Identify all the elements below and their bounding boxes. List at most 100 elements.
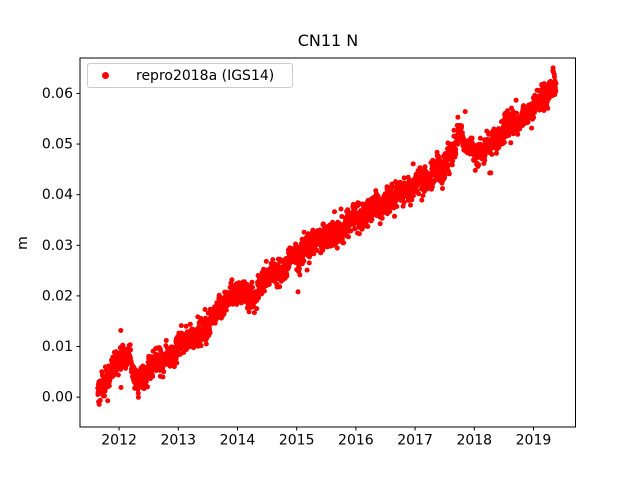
data-point <box>365 224 371 229</box>
data-point <box>251 310 257 316</box>
data-point <box>453 151 459 157</box>
data-point <box>352 226 358 232</box>
data-point <box>445 165 450 170</box>
data-point <box>489 151 495 157</box>
data-point <box>221 311 227 317</box>
data-point <box>346 234 351 240</box>
data-point <box>408 202 413 208</box>
data-point <box>135 390 141 396</box>
data-point <box>277 284 283 290</box>
data-point <box>417 165 423 171</box>
data-point <box>160 374 166 380</box>
data-point <box>424 186 430 192</box>
data-point <box>482 157 488 163</box>
y-tick-label: 0.03 <box>42 238 73 254</box>
data-point <box>529 125 535 131</box>
data-point <box>361 202 367 207</box>
data-point <box>410 161 416 167</box>
data-point <box>135 384 141 390</box>
data-point <box>249 279 255 285</box>
data-point <box>261 288 267 294</box>
data-point <box>453 146 459 152</box>
legend: repro2018a (IGS14) <box>87 63 294 88</box>
data-point <box>250 284 255 290</box>
data-point <box>284 272 290 278</box>
data-point <box>356 200 362 206</box>
data-point <box>552 74 557 80</box>
data-point <box>187 321 193 327</box>
data-point <box>207 330 213 336</box>
y-tick-label: 0.06 <box>42 86 73 102</box>
data-point <box>102 393 107 399</box>
data-point <box>304 267 310 273</box>
x-tick-label: 2016 <box>338 433 374 449</box>
axis-tick-labels: 2012 2013 2014 2015 2016 2017 2018 2019 0.00 0.01… <box>42 86 551 449</box>
data-point <box>174 360 180 366</box>
data-point <box>339 236 345 242</box>
data-point <box>301 229 307 235</box>
data-point <box>198 343 204 349</box>
data-point <box>394 204 400 209</box>
data-point <box>246 309 252 315</box>
data-point <box>229 277 235 283</box>
data-point <box>311 251 317 257</box>
data-point <box>296 266 302 272</box>
data-point <box>387 209 393 214</box>
data-point <box>306 260 312 266</box>
data-point <box>513 97 519 103</box>
data-point <box>332 209 337 215</box>
data-point <box>295 289 301 295</box>
data-point <box>203 341 209 347</box>
data-point <box>416 191 422 197</box>
data-point <box>158 348 164 354</box>
data-point <box>419 197 425 203</box>
data-point <box>118 366 124 372</box>
data-point <box>553 80 559 86</box>
data-point <box>341 240 347 246</box>
data-point <box>254 306 260 312</box>
data-point <box>163 338 169 343</box>
data-point <box>400 203 406 209</box>
axis-ticks <box>76 92 534 431</box>
data-point <box>128 347 134 353</box>
data-point <box>501 139 507 145</box>
data-point <box>429 184 435 190</box>
data-point <box>97 397 103 403</box>
data-point <box>96 401 102 407</box>
data-point <box>356 231 362 237</box>
data-point <box>525 119 531 125</box>
data-point <box>392 213 397 219</box>
data-point <box>377 221 383 227</box>
data-point <box>143 379 149 385</box>
data-point <box>102 388 108 394</box>
data-point <box>422 164 428 170</box>
data-point <box>531 114 537 120</box>
data-point <box>493 150 499 156</box>
data-point <box>115 372 121 378</box>
data-point <box>401 175 407 181</box>
data-point <box>135 394 141 400</box>
data-point <box>106 383 112 389</box>
data-point <box>477 135 483 141</box>
data-point <box>446 171 452 177</box>
data-point <box>449 162 455 168</box>
data-point <box>334 245 340 251</box>
data-point <box>120 344 126 350</box>
data-point <box>434 149 440 155</box>
data-point <box>314 247 320 253</box>
x-tick-label: 2018 <box>456 433 492 449</box>
x-tick-label: 2015 <box>279 433 315 449</box>
data-point <box>150 373 156 379</box>
data-point <box>545 105 551 111</box>
data-point <box>223 307 229 313</box>
data-point <box>170 359 176 365</box>
data-point <box>455 114 461 120</box>
y-tick-label: 0.05 <box>42 137 73 153</box>
data-point <box>369 217 375 222</box>
data-point <box>461 137 467 143</box>
data-point <box>550 65 556 71</box>
data-point <box>338 206 344 212</box>
data-point <box>459 123 464 129</box>
